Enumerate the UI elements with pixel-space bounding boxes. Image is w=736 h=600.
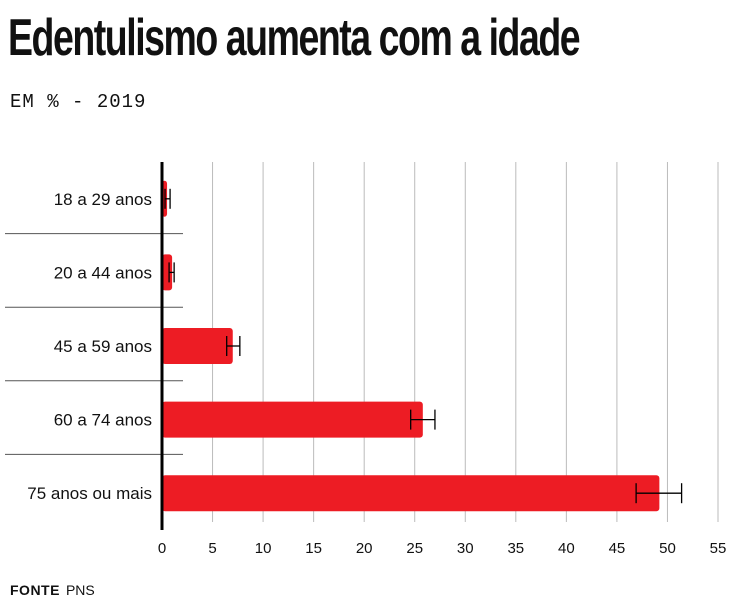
x-tick-label: 50 bbox=[659, 540, 676, 557]
category-label: 18 a 29 anos bbox=[54, 190, 152, 209]
bar bbox=[162, 475, 660, 512]
x-tick-label: 25 bbox=[406, 540, 423, 557]
x-tick-label: 55 bbox=[710, 540, 727, 557]
category-label: 20 a 44 anos bbox=[54, 263, 152, 282]
x-tick-label: 30 bbox=[457, 540, 474, 557]
x-tick-label: 15 bbox=[305, 540, 322, 557]
x-tick-label: 35 bbox=[507, 540, 524, 557]
source-note: FONTE PNS bbox=[10, 582, 95, 598]
x-tick-label: 45 bbox=[609, 540, 626, 557]
x-tick-label: 20 bbox=[356, 540, 373, 557]
category-label: 75 anos ou mais bbox=[27, 484, 152, 503]
category-label: 45 a 59 anos bbox=[54, 337, 152, 356]
chart-subtitle: EM % - 2019 bbox=[10, 91, 147, 113]
bar bbox=[162, 401, 423, 438]
chart-title: Edentulismo aumenta com a idade bbox=[8, 9, 581, 67]
x-tick-label: 40 bbox=[558, 540, 575, 557]
source-label: FONTE bbox=[10, 582, 60, 598]
bar-chart: 0 5 10 15 20 25 30 35 40 45 50 55 18 a 29 anos 20 a 4… bbox=[5, 162, 727, 557]
source-value: PNS bbox=[65, 582, 95, 598]
category-label: 60 a 74 anos bbox=[54, 411, 152, 430]
x-tick-label: 5 bbox=[208, 540, 216, 557]
bar bbox=[162, 328, 233, 364]
x-tick-label: 10 bbox=[255, 540, 272, 557]
x-tick-label: 0 bbox=[158, 540, 166, 557]
